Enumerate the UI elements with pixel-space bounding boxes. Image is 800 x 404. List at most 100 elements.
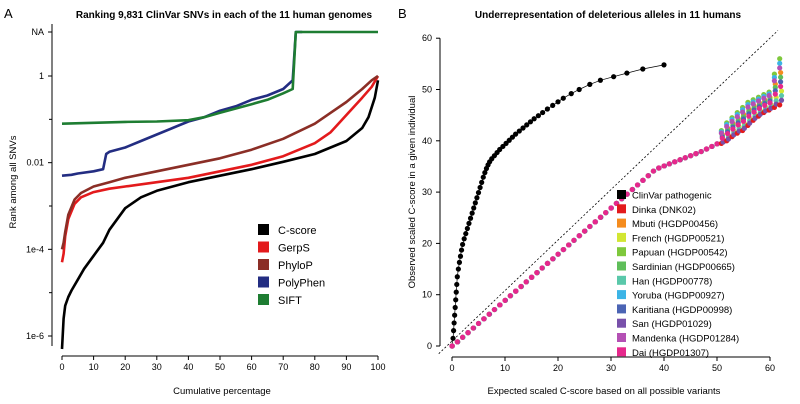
point-dai-hgdp01307 (555, 251, 561, 257)
legend-swatch-gerps (258, 241, 269, 253)
point-dai-hgdp01307 (592, 219, 598, 225)
point-dai-hgdp01307 (470, 325, 476, 331)
point-dai-hgdp01307 (645, 173, 651, 179)
legend-swatch-yoruba-hgdp00927 (617, 290, 626, 300)
clinvar-point (540, 109, 546, 116)
legend-swatch-han-hgdp00778 (617, 275, 626, 285)
legend-swatch-papuan-hgdp00542 (617, 247, 626, 257)
panel-a-x-tick-label: 70 (278, 362, 288, 372)
clinvar-point (527, 119, 534, 125)
panel-a-letter: A (4, 6, 13, 21)
point-dai-hgdp01307 (725, 131, 731, 137)
point-dai-hgdp01307 (597, 214, 604, 220)
panel-a-x-tick-label: 40 (183, 362, 193, 372)
point-dai-hgdp01307 (682, 155, 688, 161)
point-dai-hgdp01307 (762, 102, 768, 109)
legend-swatch-phylop (258, 259, 269, 270)
point-mandenka-hgdp01284 (777, 65, 783, 71)
clinvar-point (458, 247, 465, 253)
point-dai-hgdp01307 (544, 260, 551, 267)
panel-a-ylabel: Rank among all SNVs (8, 135, 19, 228)
point-dai-hgdp01307 (740, 118, 747, 124)
point-dai-hgdp01307 (518, 283, 524, 290)
panel-a-y-tick-label: 0.01 (26, 158, 44, 168)
point-dai-hgdp01307 (449, 343, 455, 349)
legend-label-phylop: PhyloP (278, 260, 313, 272)
point-dai-hgdp01307 (581, 228, 588, 234)
point-dai-hgdp01307 (656, 165, 662, 171)
legend-label-clinvar-pathogenic: ClinVar pathogenic (632, 191, 712, 202)
point-french-hgdp00521 (778, 88, 785, 94)
panel-a-plot: 0 10 20 30 40 50 60 70 80 90 100 1e-6 1e-4 0.01 1 NA C-s… (26, 24, 386, 372)
clinvar-point (477, 184, 483, 191)
clinvar-point (472, 200, 478, 206)
point-mandenka-hgdp01284 (718, 130, 725, 136)
panel-b-letter: B (398, 6, 407, 21)
panel-b-y-tick-label: 20 (422, 238, 432, 248)
clinvar-point (466, 220, 472, 226)
clinvar-point (587, 81, 593, 87)
legend-swatch-sift (258, 294, 269, 305)
point-dai-hgdp01307 (640, 177, 646, 183)
point-mandenka-hgdp01284 (729, 118, 735, 125)
clinvar-point (457, 253, 464, 259)
point-dai-hgdp01307 (751, 109, 757, 115)
panel-a-title: Ranking 9,831 ClinVar SNVs in each of th… (76, 10, 373, 21)
clinvar-point (624, 70, 630, 76)
clinvar-point (535, 113, 541, 119)
point-dai-hgdp01307 (576, 233, 582, 239)
legend-label-dai-hgdp01307: Dai (HGDP01307) (632, 348, 709, 359)
legend-swatch-karitiana-hgdp00998 (617, 304, 626, 314)
clinvar-point (474, 195, 480, 201)
point-dai-hgdp01307 (746, 113, 752, 119)
point-mbuti-hgdp00456 (778, 69, 784, 76)
point-dai-hgdp01307 (634, 182, 641, 188)
legend-label-polyphen: PolyPhen (278, 278, 325, 290)
clinvar-point (456, 259, 463, 265)
point-yoruba-hgdp00927 (777, 60, 783, 66)
clinvar-point (520, 125, 526, 131)
panel-b-title: Underrepresentation of deleterious allel… (475, 10, 742, 21)
clinvar-point (467, 215, 474, 221)
clinvar-point (479, 179, 485, 185)
legend-label-sift: SIFT (278, 295, 302, 307)
point-mandenka-hgdp01284 (740, 109, 746, 115)
point-dai-hgdp01307 (629, 186, 635, 193)
panel-b-y-tick-label: 10 (422, 290, 432, 300)
panel-b-plot: 0 10 20 30 40 50 60 0 10 20 30 40 50 60 ClinVar pathog… (422, 30, 785, 373)
legend-swatch-clinvar-pathogenic (617, 190, 626, 199)
point-dai-hgdp01307 (507, 293, 513, 299)
panel-a-xlabel: Cumulative percentage (173, 386, 271, 397)
point-dai-hgdp01307 (513, 288, 519, 294)
point-dai-hgdp01307 (719, 135, 725, 141)
panel-a-x-tick-label: 30 (152, 362, 162, 372)
panel-a-x-tick-label: 90 (341, 362, 351, 372)
point-mandenka-hgdp01284 (766, 93, 772, 99)
panel-b-x-tick-label: 20 (553, 363, 563, 373)
clinvar-point (460, 241, 466, 248)
point-dai-hgdp01307 (534, 270, 540, 276)
legend-swatch-sardinian-hgdp00665 (617, 261, 626, 271)
panel-a-x-tick-label: 0 (59, 362, 64, 372)
point-dai-hgdp01307 (486, 311, 492, 317)
point-dai-hgdp01307 (550, 256, 556, 262)
panel-b-x-tick-label: 10 (500, 363, 510, 373)
point-dai-hgdp01307 (767, 100, 773, 106)
point-dai-hgdp01307 (603, 210, 609, 216)
clinvar-point (471, 205, 477, 211)
clinvar-point (516, 128, 522, 134)
panel-b-x-tick-label: 60 (765, 363, 775, 373)
point-dai-hgdp01307 (687, 153, 694, 159)
legend-label-mbuti-hgdp00456: Mbuti (HGDP00456) (632, 219, 718, 230)
point-mandenka-hgdp01284 (734, 114, 740, 120)
point-dai-hgdp01307 (528, 274, 535, 280)
clinvar-point (576, 86, 582, 93)
point-dai-hgdp01307 (523, 279, 529, 285)
point-karitiana-hgdp00998 (778, 79, 784, 85)
point-mandenka-hgdp01284 (771, 78, 778, 84)
point-dai-hgdp01307 (475, 320, 482, 327)
panel-b-y-tick-label: 40 (422, 136, 432, 146)
point-san-hgdp01029 (741, 125, 748, 131)
point-dai-hgdp01307 (566, 242, 572, 248)
